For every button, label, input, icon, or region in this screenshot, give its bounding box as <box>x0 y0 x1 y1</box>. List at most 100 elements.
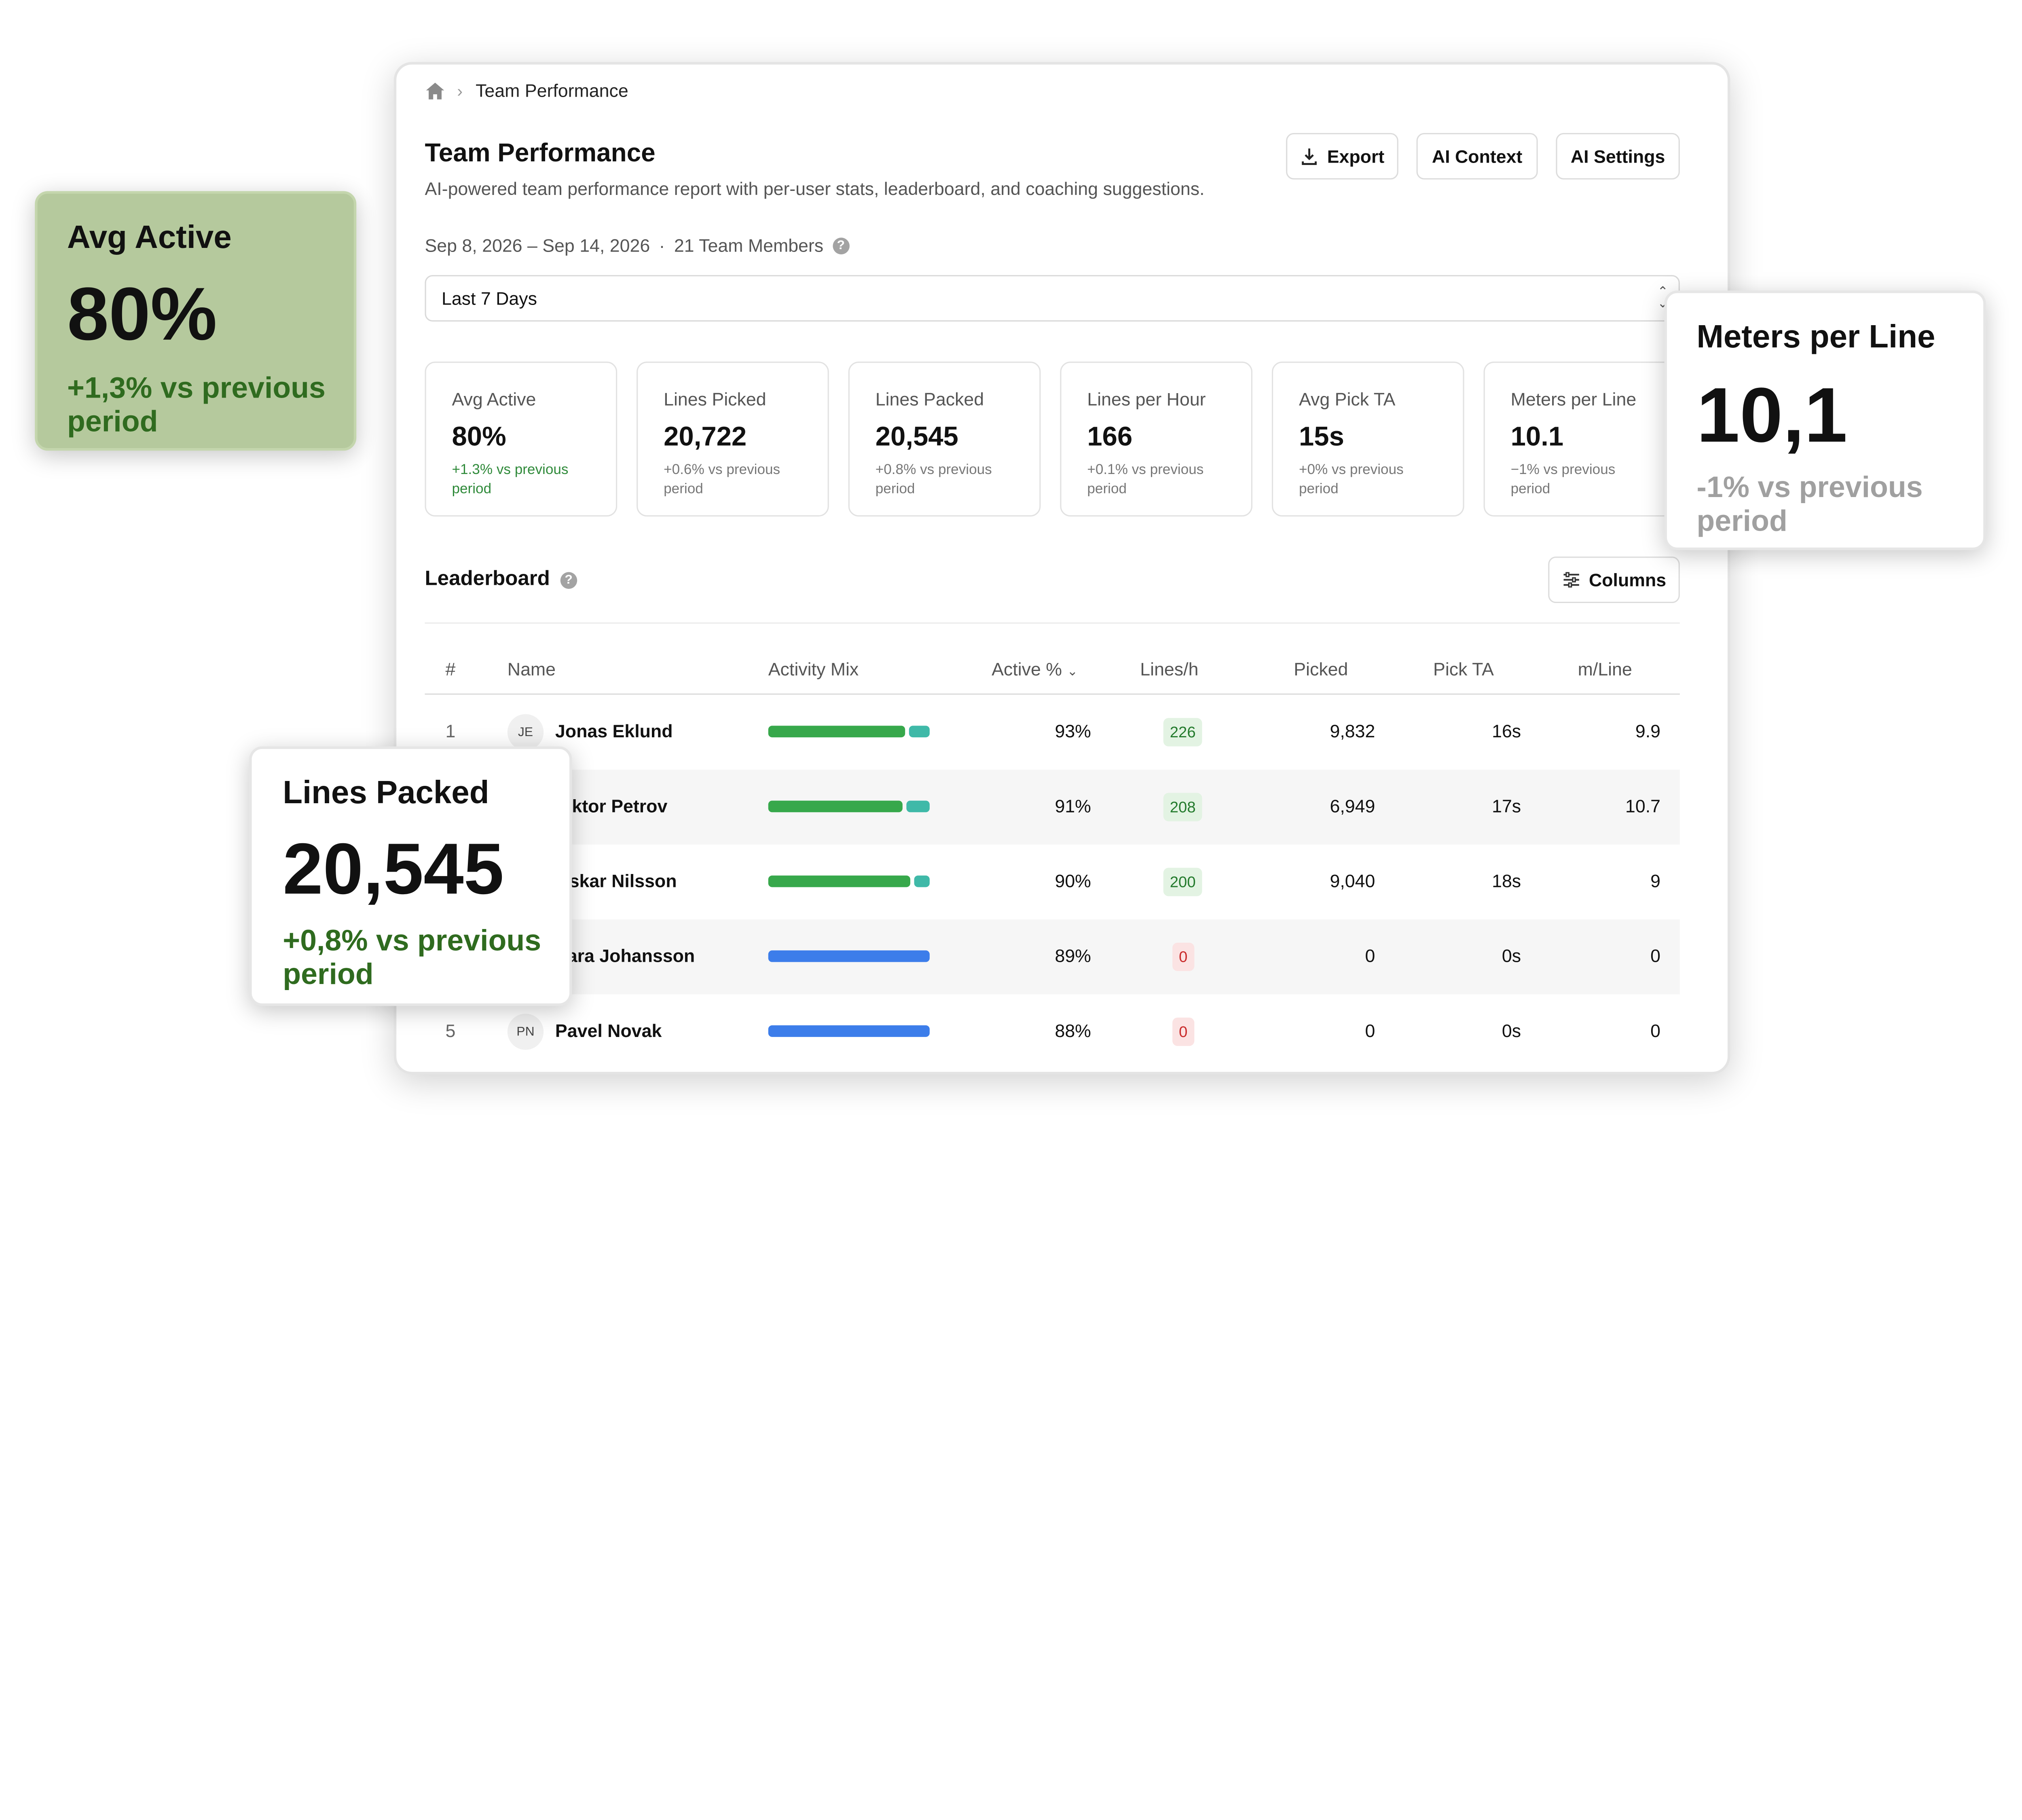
header-active-label: Active % <box>992 658 1062 679</box>
callout-delta: +0,8% vs previous period <box>283 923 541 990</box>
callout-value: 80% <box>67 272 217 357</box>
metric-card-avg-active[interactable]: Avg Active 80% +1.3% vs previous period <box>425 361 618 517</box>
table-row[interactable]: 4 SJ Sara Johansson 89% 0 0 0s 0 <box>425 919 1680 995</box>
pick-ta: 16s <box>1492 720 1521 741</box>
picked: 0 <box>1365 1020 1375 1041</box>
header-m-line[interactable]: m/Line <box>1578 658 1632 679</box>
callout-meters-per-line: Meters per Line 10,1 -1% vs previous per… <box>1664 290 1986 550</box>
chevron-right-icon: › <box>457 80 463 100</box>
page-subtitle: AI-powered team performance report with … <box>425 178 1205 199</box>
table-row[interactable]: 3 ON Oskar Nilsson 90% 200 9,040 18s 9 <box>425 844 1679 919</box>
metric-card-meters-per-line[interactable]: Meters per Line 10.1 −1% vs previous per… <box>1483 361 1676 517</box>
header-name[interactable]: Name <box>507 658 556 679</box>
export-label: Export <box>1327 146 1385 167</box>
date-range: Sep 8, 2026 – Sep 14, 2026 <box>425 235 650 256</box>
separator-dot: · <box>659 235 665 256</box>
active-pct: 90% <box>1055 870 1091 891</box>
lines-per-hour-badge: 226 <box>1163 718 1202 747</box>
pick-segment <box>768 800 903 813</box>
metric-delta: +1.3% vs previous period <box>452 462 569 497</box>
active-pct: 89% <box>1055 945 1091 966</box>
period-select[interactable]: Last 7 Days ⌃ ⌄ <box>425 275 1680 322</box>
pick-ta: 18s <box>1492 870 1521 891</box>
pick-segment <box>768 875 910 887</box>
lines-per-hour-badge: 208 <box>1163 793 1202 821</box>
metric-label: Meters per Line <box>1510 389 1637 410</box>
callout-title: Lines Packed <box>283 775 489 811</box>
leaderboard-title-text: Leaderboard <box>425 568 550 590</box>
home-icon[interactable] <box>426 82 444 99</box>
columns-button[interactable]: Columns <box>1548 557 1680 603</box>
help-icon[interactable]: ? <box>560 571 577 588</box>
callout-title: Meters per Line <box>1696 319 1935 356</box>
user-name[interactable]: Pavel Novak <box>555 1020 662 1041</box>
activity-mix-bar <box>768 800 930 813</box>
table-row[interactable]: 5 PN Pavel Novak 88% 0 0 0s 0 <box>425 994 1679 1069</box>
idle-segment <box>768 1025 930 1037</box>
metric-cards: Avg Active 80% +1.3% vs previous period … <box>425 361 1676 517</box>
rank: 1 <box>445 720 456 741</box>
metric-value: 166 <box>1087 422 1133 452</box>
ai-settings-button[interactable]: AI Settings <box>1556 133 1680 180</box>
lines-per-hour-badge: 200 <box>1163 868 1202 896</box>
m-line: 0 <box>1650 1020 1661 1041</box>
table-header: # Name Activity Mix Active % ⌄ Lines/h P… <box>425 643 1679 695</box>
metric-value: 10.1 <box>1510 422 1564 452</box>
callout-value: 10,1 <box>1696 372 1848 459</box>
download-icon <box>1301 148 1317 165</box>
m-line: 0 <box>1650 945 1661 966</box>
header-active[interactable]: Active % ⌄ <box>992 658 1078 679</box>
help-icon[interactable]: ? <box>832 237 850 254</box>
user-name[interactable]: Oskar Nilsson <box>555 870 677 891</box>
ai-context-button[interactable]: AI Context <box>1416 133 1538 180</box>
idle-segment <box>768 950 930 962</box>
m-line: 9.9 <box>1635 720 1661 741</box>
lines-per-hour-badge: 0 <box>1172 1017 1194 1046</box>
table-row[interactable]: 2 VP Viktor Petrov 91% 208 6,949 17s 10.… <box>425 769 1680 845</box>
callout-value: 20,545 <box>283 827 504 909</box>
pick-ta: 0s <box>1502 1020 1521 1041</box>
pack-segment <box>906 800 930 813</box>
pack-segment <box>909 726 930 738</box>
divider <box>425 622 1680 624</box>
avatar: PN <box>507 1014 544 1050</box>
metric-delta: +0% vs previous period <box>1299 462 1404 497</box>
header-activity-mix[interactable]: Activity Mix <box>768 658 859 679</box>
page-title: Team Performance <box>425 139 656 168</box>
header-rank[interactable]: # <box>445 658 456 679</box>
table-row[interactable]: 1 JE Jonas Eklund 93% 226 9,832 16s 9.9 <box>425 695 1679 770</box>
metric-card-avg-pick-ta[interactable]: Avg Pick TA 15s +0% vs previous period <box>1271 361 1464 517</box>
metric-delta: +0.6% vs previous period <box>664 462 780 497</box>
avatar: JE <box>507 714 544 751</box>
ai-settings-label: AI Settings <box>1570 146 1665 167</box>
metric-label: Avg Pick TA <box>1299 389 1396 410</box>
rank: 5 <box>445 1020 456 1041</box>
active-pct: 88% <box>1055 1020 1091 1041</box>
callout-avg-active: Avg Active 80% +1,3% vs previous period <box>35 191 357 451</box>
activity-mix-bar <box>768 726 930 738</box>
user-name[interactable]: Viktor Petrov <box>555 795 668 816</box>
metric-card-lines-picked[interactable]: Lines Picked 20,722 +0.6% vs previous pe… <box>637 361 829 517</box>
pick-segment <box>768 726 905 738</box>
lines-per-hour-badge: 0 <box>1172 942 1194 971</box>
breadcrumb: › Team Performance <box>426 80 628 101</box>
metric-card-lines-per-hour[interactable]: Lines per Hour 166 +0.1% vs previous per… <box>1060 361 1253 517</box>
export-button[interactable]: Export <box>1286 133 1398 180</box>
callout-delta: -1% vs previous period <box>1696 470 1923 538</box>
header-lines-per-hour[interactable]: Lines/h <box>1140 658 1199 679</box>
user-name[interactable]: Jonas Eklund <box>555 720 673 741</box>
pick-ta: 17s <box>1492 795 1521 816</box>
metric-delta: +0.1% vs previous period <box>1087 462 1204 497</box>
metric-card-lines-packed[interactable]: Lines Packed 20,545 +0.8% vs previous pe… <box>848 361 1041 517</box>
period-select-value: Last 7 Days <box>441 288 537 309</box>
metric-delta: +0.8% vs previous period <box>875 462 992 497</box>
leaderboard-title: Leaderboard ? <box>425 568 577 591</box>
header-picked[interactable]: Picked <box>1294 658 1348 679</box>
callout-title: Avg Active <box>67 219 232 256</box>
user-name[interactable]: Sara Johansson <box>555 945 695 966</box>
main-window: › Team Performance Team Performance AI-p… <box>393 62 1730 1075</box>
breadcrumb-current[interactable]: Team Performance <box>476 80 628 101</box>
metric-label: Lines Picked <box>664 389 766 410</box>
metric-delta: −1% vs previous period <box>1510 462 1616 497</box>
header-pick-ta[interactable]: Pick TA <box>1433 658 1494 679</box>
